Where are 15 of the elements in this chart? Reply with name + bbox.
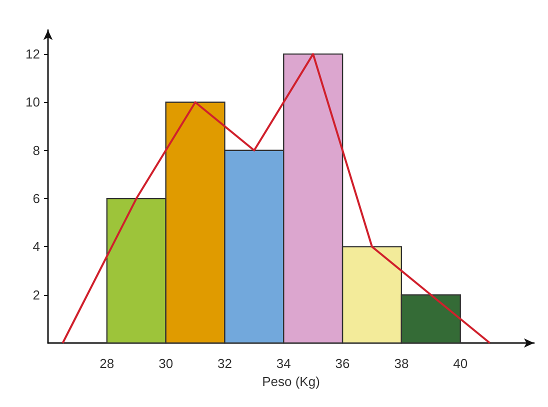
y-tick-label: 2 <box>32 287 40 302</box>
y-tick-label: 10 <box>26 94 40 110</box>
y-tick-label: 8 <box>32 142 40 158</box>
y-tick-label: 6 <box>32 191 40 206</box>
y-tick-label: 4 <box>32 239 40 254</box>
x-axis-title: Peso (Kg) <box>262 374 320 389</box>
x-tick-label: 40 <box>453 356 468 371</box>
x-tick-label: 34 <box>276 356 291 371</box>
x-tick-label: 36 <box>335 356 350 371</box>
x-tick-label: 28 <box>100 356 114 371</box>
x-tick-label: 38 <box>394 356 409 371</box>
x-tick-label: 32 <box>217 356 232 371</box>
y-tick-label: 12 <box>26 46 40 62</box>
x-tick-label: 30 <box>158 356 174 371</box>
line-series <box>62 53 491 344</box>
